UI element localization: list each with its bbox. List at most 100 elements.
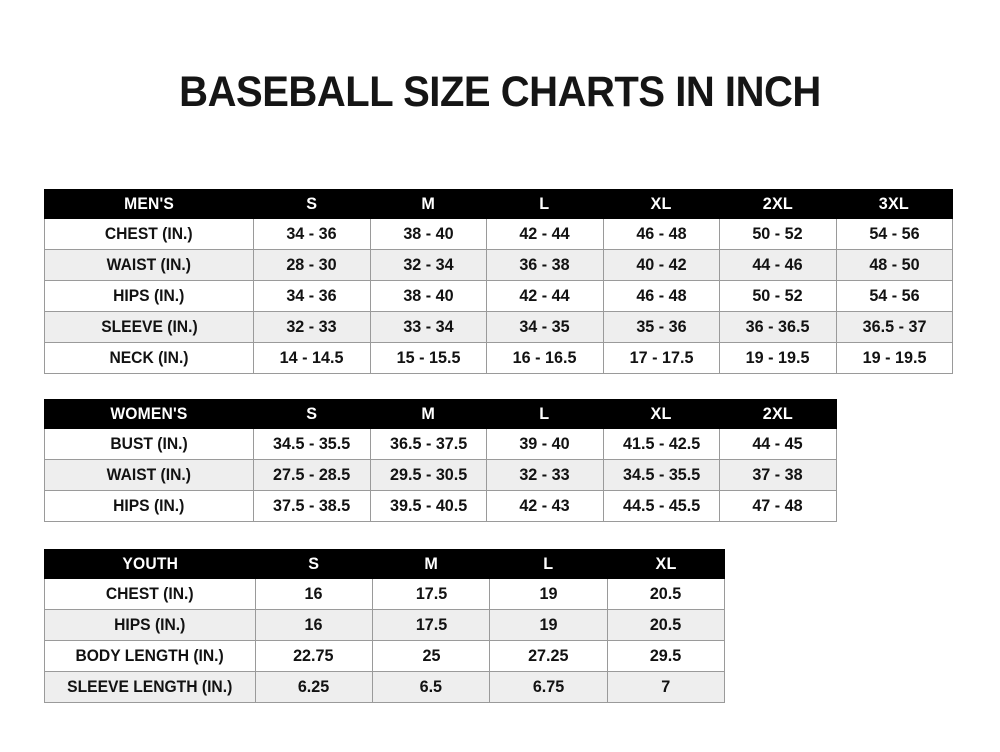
measurement-value: 17.5 — [371, 609, 491, 641]
measurement-value: 15 - 15.5 — [369, 342, 487, 374]
measurement-value: 34 - 35 — [486, 311, 604, 343]
measurement-label: CHEST (IN.) — [44, 218, 254, 250]
measurement-value: 46 - 48 — [602, 218, 720, 250]
measurement-value-text: 16 — [304, 584, 323, 603]
measurement-value-text: 42 - 44 — [519, 224, 570, 243]
womens-size-header-m: M — [369, 399, 487, 429]
table-row: WAIST (IN.) 28 - 30 32 - 34 36 - 38 40 - 42 4… — [44, 249, 953, 281]
measurement-value: 27.25 — [489, 640, 608, 672]
size-header-text: XL — [650, 194, 672, 213]
measurement-value: 36 - 38 — [486, 249, 604, 281]
table-row: SLEEVE LENGTH (IN.) 6.25 6.5 6.75 7 — [44, 671, 726, 703]
measurement-value: 7 — [606, 671, 726, 703]
measurement-value-text: 32 - 33 — [519, 465, 570, 484]
measurement-value-text: 50 - 52 — [752, 286, 803, 305]
size-header-text: M — [421, 404, 436, 423]
measurement-label: WAIST (IN.) — [44, 459, 254, 491]
measurement-label: HIPS (IN.) — [44, 490, 254, 522]
measurement-value: 47 - 48 — [719, 490, 837, 522]
measurement-value-text: 36.5 - 37.5 — [389, 434, 467, 453]
youth-size-table: YOUTH S M L XL CHEST (IN.) 16 17.5 19 20.5 HIPS (I… — [44, 549, 726, 703]
measurement-label-text: HIPS (IN.) — [114, 615, 186, 634]
size-header-text: 2XL — [762, 194, 793, 213]
measurement-value-text: 20.5 — [650, 615, 682, 634]
measurement-value-text: 38 - 40 — [403, 224, 454, 243]
measurement-value-text: 34 - 36 — [286, 224, 337, 243]
womens-header-label: WOMEN'S — [44, 399, 254, 429]
measurement-value-text: 25 — [422, 646, 441, 665]
measurement-value-text: 37.5 - 38.5 — [273, 496, 351, 515]
measurement-value: 39.5 - 40.5 — [369, 490, 487, 522]
measurement-value: 38 - 40 — [369, 218, 487, 250]
measurement-value-text: 7 — [661, 677, 671, 696]
measurement-label: HIPS (IN.) — [44, 280, 254, 312]
measurement-label-text: CHEST (IN.) — [105, 584, 194, 603]
measurement-value: 37.5 - 38.5 — [253, 490, 371, 522]
mens-size-header-s: S — [253, 189, 371, 219]
measurement-value: 17 - 17.5 — [602, 342, 720, 374]
measurement-value-text: 44.5 - 45.5 — [622, 496, 700, 515]
mens-size-header-l: L — [486, 189, 604, 219]
measurement-value: 41.5 - 42.5 — [602, 428, 720, 460]
measurement-value: 6.5 — [371, 671, 491, 703]
size-header-text: 3XL — [879, 194, 910, 213]
table-header-row: WOMEN'S S M L XL 2XL — [44, 399, 837, 429]
page-title: BASEBALL SIZE CHARTS IN INCH — [179, 68, 821, 116]
measurement-label: CHEST (IN.) — [44, 578, 256, 610]
measurement-value-text: 22.75 — [293, 646, 334, 665]
measurement-label-text: SLEEVE (IN.) — [100, 317, 198, 336]
table-row: HIPS (IN.) 34 - 36 38 - 40 42 - 44 46 - 48 50… — [44, 280, 953, 312]
measurement-value: 50 - 52 — [719, 280, 837, 312]
measurement-value: 54 - 56 — [835, 280, 953, 312]
measurement-value: 46 - 48 — [602, 280, 720, 312]
mens-size-header-2xl: 2XL — [719, 189, 837, 219]
measurement-value: 34.5 - 35.5 — [602, 459, 720, 491]
measurement-value-text: 48 - 50 — [869, 255, 920, 274]
measurement-value-text: 20.5 — [650, 584, 682, 603]
youth-size-header-l: L — [489, 549, 608, 579]
measurement-value-text: 19 - 19.5 — [745, 348, 810, 367]
size-header-text: L — [539, 194, 550, 213]
measurement-label-text: BODY LENGTH (IN.) — [75, 646, 224, 665]
measurement-value: 25 — [371, 640, 491, 672]
womens-size-table: WOMEN'S S M L XL 2XL BUST (IN.) 34.5 - 35.5 36.5… — [44, 399, 837, 522]
measurement-value: 48 - 50 — [835, 249, 953, 281]
youth-size-header-m: M — [371, 549, 491, 579]
measurement-value-text: 50 - 52 — [752, 224, 803, 243]
measurement-label-text: CHEST (IN.) — [105, 224, 193, 243]
mens-size-header-3xl: 3XL — [835, 189, 953, 219]
measurement-value-text: 40 - 42 — [636, 255, 687, 274]
measurement-value: 6.75 — [489, 671, 608, 703]
measurement-value-text: 39.5 - 40.5 — [389, 496, 467, 515]
measurement-value-text: 34 - 35 — [519, 317, 570, 336]
table-row: CHEST (IN.) 16 17.5 19 20.5 — [44, 578, 726, 610]
size-header-text: XL — [655, 554, 677, 573]
size-header-text: S — [308, 554, 320, 573]
measurement-label: BUST (IN.) — [44, 428, 254, 460]
table-row: SLEEVE (IN.) 32 - 33 33 - 34 34 - 35 35 - 36… — [44, 311, 953, 343]
measurement-value: 20.5 — [606, 609, 726, 641]
measurement-value-text: 46 - 48 — [636, 286, 687, 305]
table-row: BUST (IN.) 34.5 - 35.5 36.5 - 37.5 39 - 40 4… — [44, 428, 837, 460]
measurement-label-text: HIPS (IN.) — [113, 496, 185, 515]
measurement-value-text: 19 - 19.5 — [862, 348, 927, 367]
table-row: WAIST (IN.) 27.5 - 28.5 29.5 - 30.5 32 - 33… — [44, 459, 837, 491]
measurement-value: 40 - 42 — [602, 249, 720, 281]
measurement-value-text: 15 - 15.5 — [396, 348, 461, 367]
womens-size-header-l: L — [486, 399, 604, 429]
measurement-value-text: 42 - 43 — [519, 496, 570, 515]
measurement-value-text: 44 - 45 — [752, 434, 803, 453]
measurement-value: 16 — [254, 578, 373, 610]
measurement-value: 14 - 14.5 — [253, 342, 371, 374]
measurement-value: 16 - 16.5 — [486, 342, 604, 374]
measurement-value-text: 17.5 — [415, 615, 447, 634]
womens-size-header-2xl: 2XL — [719, 399, 837, 429]
measurement-value: 17.5 — [371, 578, 491, 610]
measurement-value: 33 - 34 — [369, 311, 487, 343]
size-header-text: L — [543, 554, 554, 573]
measurement-value-text: 33 - 34 — [403, 317, 454, 336]
measurement-value-text: 28 - 30 — [286, 255, 337, 274]
measurement-value-text: 27.5 - 28.5 — [273, 465, 351, 484]
measurement-value-text: 29.5 - 30.5 — [389, 465, 467, 484]
measurement-label: BODY LENGTH (IN.) — [44, 640, 256, 672]
